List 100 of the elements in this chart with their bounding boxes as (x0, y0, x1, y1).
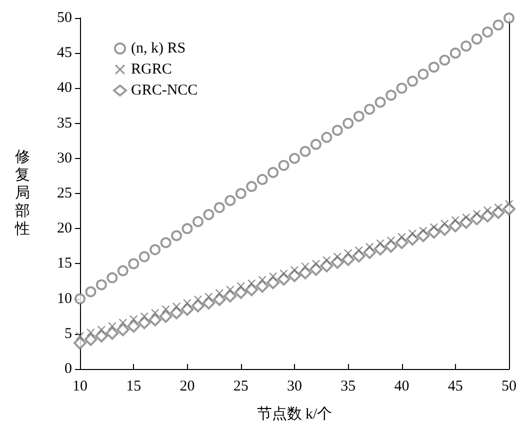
point (342, 118, 354, 129)
point (118, 318, 127, 327)
point (428, 62, 440, 73)
point (374, 242, 387, 256)
point (321, 132, 332, 143)
legend-label: RGRC (131, 62, 172, 78)
point (74, 336, 86, 350)
point (191, 299, 204, 312)
point (366, 242, 374, 251)
point (248, 279, 256, 288)
y-tick-label: 25 (57, 186, 72, 202)
x-tick-label: 20 (180, 378, 195, 394)
point (236, 282, 245, 290)
point (289, 152, 300, 164)
point (333, 252, 342, 261)
y-tick-label: 5 (64, 326, 72, 342)
point (505, 200, 513, 208)
point (312, 260, 320, 268)
point (320, 259, 334, 272)
point (330, 256, 344, 269)
point (150, 244, 161, 256)
point (290, 266, 298, 274)
point (438, 222, 452, 236)
point (472, 210, 481, 218)
point (97, 326, 106, 334)
y-axis-title: 修复局部性 (14, 150, 30, 238)
point (245, 283, 258, 296)
point (84, 333, 98, 346)
point (430, 223, 438, 232)
point (494, 204, 502, 212)
x-tick-label: 35 (340, 378, 356, 394)
point (352, 249, 366, 262)
point (76, 332, 84, 340)
point (419, 226, 428, 235)
point (256, 280, 269, 293)
point (387, 236, 396, 245)
y-tick-label: 15 (57, 256, 72, 272)
point (332, 124, 343, 136)
point (354, 246, 363, 254)
y-tick-label: 20 (57, 220, 72, 237)
y-tick-label: 45 (57, 45, 72, 62)
point (192, 216, 204, 228)
x-tick-label: 15 (126, 378, 142, 394)
point (322, 256, 331, 264)
point (278, 160, 290, 171)
point (246, 180, 258, 192)
point (280, 270, 288, 278)
point (203, 209, 214, 220)
point (106, 326, 119, 340)
point (374, 96, 386, 108)
legend-label: GRC-NCC (131, 82, 198, 98)
y-tick-label: 35 (57, 115, 72, 132)
point (162, 305, 170, 314)
point (406, 76, 418, 87)
point (106, 272, 118, 284)
point (451, 216, 460, 224)
point (310, 138, 322, 150)
point (484, 206, 492, 214)
point (482, 26, 494, 38)
point (234, 286, 248, 299)
point (450, 48, 461, 59)
point (74, 293, 86, 304)
point (214, 202, 225, 214)
point (138, 316, 151, 330)
point (235, 188, 246, 199)
point (140, 312, 148, 320)
point (258, 276, 266, 284)
y-tick-label: 40 (57, 80, 72, 96)
point (492, 20, 504, 31)
point (182, 223, 193, 234)
point (138, 251, 150, 262)
point (117, 265, 128, 276)
point (300, 146, 311, 157)
point (364, 104, 376, 115)
y-tick-label: 50 (57, 10, 72, 26)
point (418, 68, 429, 80)
point (204, 292, 213, 301)
point (128, 258, 140, 270)
y-tick-label: 10 (57, 290, 72, 307)
x-tick-label: 50 (502, 378, 516, 394)
point (353, 110, 364, 122)
point (171, 230, 182, 242)
point (471, 34, 482, 45)
point (376, 239, 384, 248)
point (96, 279, 107, 290)
point (94, 330, 108, 343)
point (398, 233, 406, 242)
x-axis-title: 节点数 k/个 (256, 406, 332, 422)
point (172, 302, 181, 311)
point (439, 54, 450, 66)
point (504, 12, 514, 24)
point (215, 289, 224, 298)
point (194, 296, 202, 304)
point (406, 232, 419, 246)
point (396, 82, 408, 94)
point (440, 220, 449, 228)
point (183, 299, 192, 308)
point (226, 286, 234, 294)
x-tick-label: 40 (394, 378, 410, 394)
x-tick-label: 25 (233, 378, 248, 394)
